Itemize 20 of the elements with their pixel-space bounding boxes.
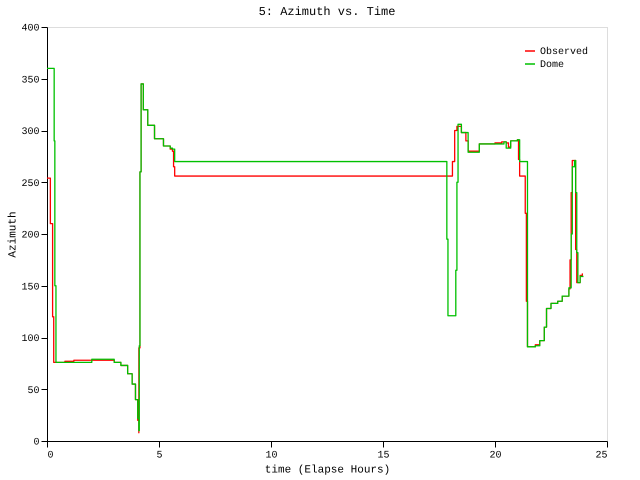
y-tick-label: 250 (21, 178, 40, 190)
x-tick-label: 20 (489, 450, 502, 462)
legend-label: Observed (540, 46, 588, 58)
x-tick-label: 15 (377, 450, 390, 462)
y-tick-label: 100 (21, 334, 40, 345)
y-tick-label: 50 (27, 386, 40, 397)
chart-title: 5: Azimuth vs. Time (258, 5, 396, 19)
x-tick-label: 10 (265, 450, 278, 462)
x-tick-label: 0 (48, 450, 54, 462)
y-tick-label: 400 (21, 24, 40, 34)
y-tick-label: 200 (21, 230, 40, 242)
x-tick-label: 5 (156, 450, 163, 462)
legend-label: Dome (540, 60, 564, 71)
x-tick-label: 25 (595, 450, 608, 462)
x-axis-title: time (Elapse Hours) (264, 464, 390, 476)
y-tick-label: 150 (21, 282, 40, 294)
y-tick-label: 0 (33, 438, 40, 448)
y-axis-title: Azimuth (7, 211, 20, 258)
y-tick-label: 300 (21, 127, 40, 138)
y-tick-label: 350 (21, 75, 40, 86)
